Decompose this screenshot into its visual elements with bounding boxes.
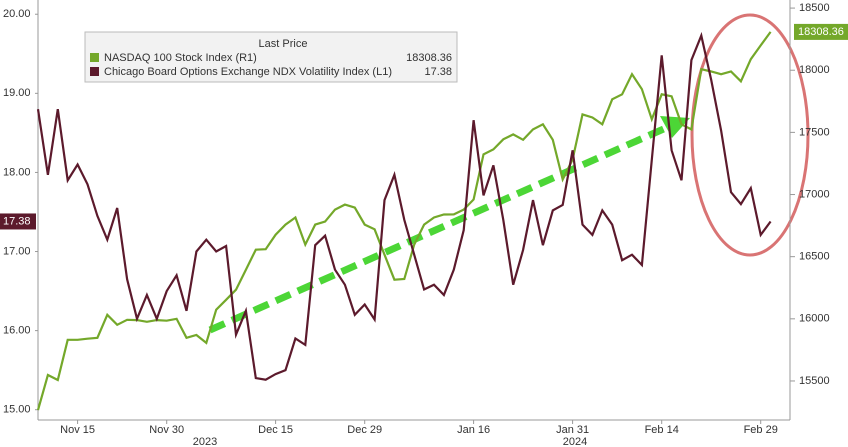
legend-box [84, 31, 458, 83]
x-tick-label: Jan 16 [457, 424, 490, 436]
x-tick-label: Dec 29 [347, 424, 382, 436]
x-group-label: 2023 [193, 436, 217, 447]
legend-value: 17.38 [424, 66, 452, 78]
legend-swatch [90, 53, 99, 62]
x-group-label: 2024 [563, 436, 587, 447]
last-value-tag-label: 17.38 [3, 215, 31, 227]
legend-label: Chicago Board Options Exchange NDX Volat… [104, 66, 392, 78]
series-line [36, 31, 772, 411]
last-value-tag [0, 213, 36, 230]
series-line [36, 31, 772, 381]
y-tick-label: 17.00 [3, 245, 31, 257]
trend-arrow [208, 123, 670, 334]
y-tick-label: 20.00 [3, 8, 31, 20]
y2-tick-label: 16500 [799, 251, 830, 263]
y-tick-label: 16.00 [3, 325, 31, 337]
y2-tick-label: 17500 [799, 126, 830, 138]
y-tick-label: 18.00 [3, 166, 31, 178]
y-tick-label: 15.00 [3, 404, 31, 416]
y2-tick-label: 17000 [799, 188, 830, 200]
legend-value: 18308.36 [406, 52, 452, 64]
y2-tick-label: 16000 [799, 313, 830, 325]
last-value-tag [794, 23, 848, 40]
y2-tick-label: 18000 [799, 64, 830, 76]
legend-label: NASDAQ 100 Stock Index (R1) [104, 52, 257, 64]
highlight-ellipse [690, 13, 810, 257]
y2-tick-label: 18500 [799, 2, 830, 14]
x-tick-label: Jan 31 [556, 424, 589, 436]
y2-tick-label: 15500 [799, 375, 830, 387]
legend-swatch [90, 67, 99, 76]
x-tick-label: Nov 15 [60, 424, 95, 436]
x-tick-label: Nov 30 [149, 424, 184, 436]
last-value-tag-label: 18308.36 [798, 26, 844, 38]
x-tick-label: Dec 15 [258, 424, 293, 436]
y-tick-label: 19.00 [3, 87, 31, 99]
x-tick-label: Feb 29 [744, 424, 778, 436]
x-tick-label: Feb 14 [645, 424, 679, 436]
legend-title: Last Price [259, 38, 308, 50]
